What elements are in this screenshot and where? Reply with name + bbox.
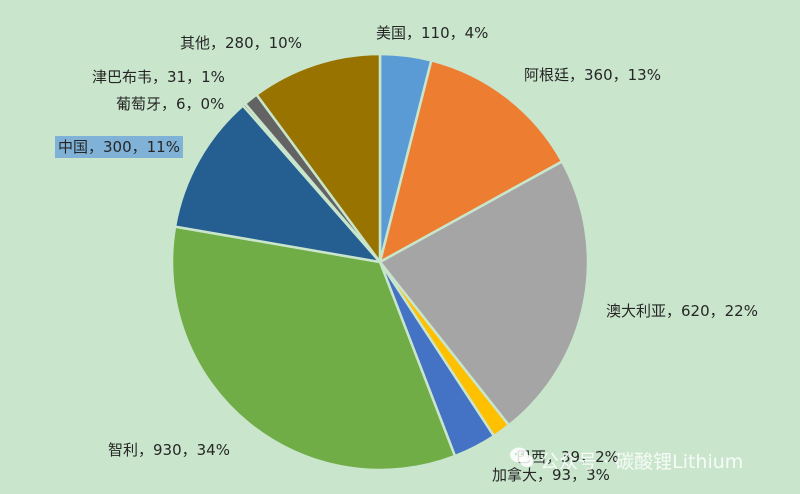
slice-label-9: 津巴布韦，31，1% (92, 68, 225, 86)
slice-label-6: 智利，930，34% (108, 441, 230, 459)
selected-label-highlight (55, 136, 183, 158)
watermark-text: 公众号 · 碳酸锂Lithium (540, 451, 743, 473)
pie-slice-6 (170, 225, 457, 472)
watermark: 公众号 · 碳酸锂Lithium (510, 447, 743, 473)
slice-label-1: 美国，110，4% (376, 24, 488, 42)
pie-slice-3 (378, 160, 590, 427)
slice-label-4: 巴西，39，2% (516, 448, 619, 466)
slice-label-2: 阿根廷，360，13% (524, 66, 661, 84)
slice-label-10: 其他，280，10% (180, 34, 302, 52)
wechat-icon (510, 447, 534, 467)
slice-label-8: 葡萄牙，6，0% (116, 95, 224, 113)
pie-slice-10 (255, 52, 382, 264)
pie-labels: 美国，110，4% 阿根廷，360，13% 澳大利亚，620，22% 巴西，39，2%… (55, 24, 758, 484)
slice-label-7: 中国，300，11% (58, 138, 180, 156)
pie-slice-7 (173, 104, 382, 264)
slice-label-3: 澳大利亚，620，22% (606, 302, 758, 320)
pie-slices (170, 52, 590, 472)
pie-slice-2 (378, 59, 564, 264)
slice-label-5: 加拿大，93，3% (492, 466, 610, 484)
